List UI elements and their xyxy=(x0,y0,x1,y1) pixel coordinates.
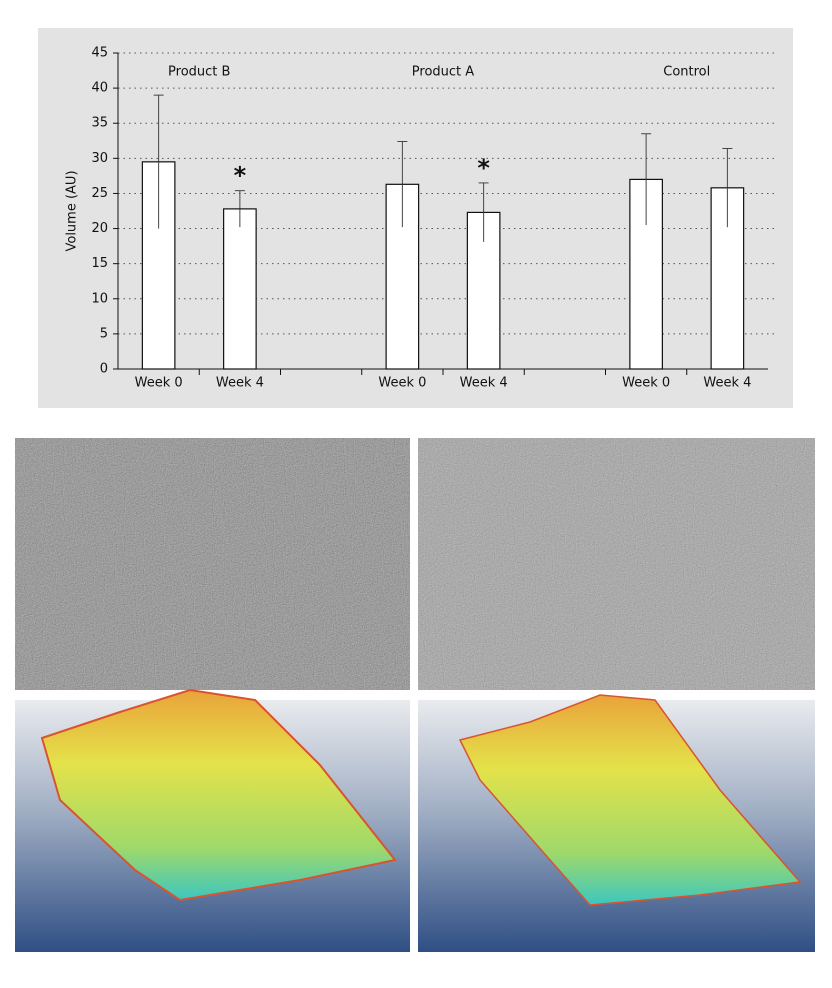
y-tick-label: 40 xyxy=(91,81,108,96)
x-tick-label: Week 4 xyxy=(703,376,751,391)
micrograph-right xyxy=(418,438,815,690)
y-tick-label: 35 xyxy=(91,116,108,131)
surface-render-right xyxy=(418,694,815,952)
x-tick-label: Week 0 xyxy=(378,376,426,391)
y-tick-label: 5 xyxy=(100,326,108,341)
surface-render-left xyxy=(15,688,410,952)
y-tick-label: 20 xyxy=(91,221,108,236)
x-tick-label: Week 0 xyxy=(135,376,183,391)
bar xyxy=(223,208,257,370)
x-tick-label: Week 4 xyxy=(216,376,264,391)
y-tick-label: 15 xyxy=(91,256,108,271)
group-label: Product B xyxy=(168,65,230,80)
group-label: Product A xyxy=(412,65,474,80)
group-label: Control xyxy=(663,65,710,80)
significance-mark: * xyxy=(234,162,247,190)
y-tick-label: 45 xyxy=(91,46,108,61)
y-tick-label: 25 xyxy=(91,186,108,201)
y-axis-label: Volume (AU) xyxy=(65,170,80,251)
y-tick-label: 30 xyxy=(91,151,108,166)
significance-mark: * xyxy=(477,154,490,182)
x-tick-label: Week 0 xyxy=(622,376,670,391)
x-tick-label: Week 4 xyxy=(460,376,508,391)
micrograph-left xyxy=(15,438,410,690)
y-tick-label: 0 xyxy=(100,362,108,377)
y-tick-label: 10 xyxy=(91,291,108,306)
